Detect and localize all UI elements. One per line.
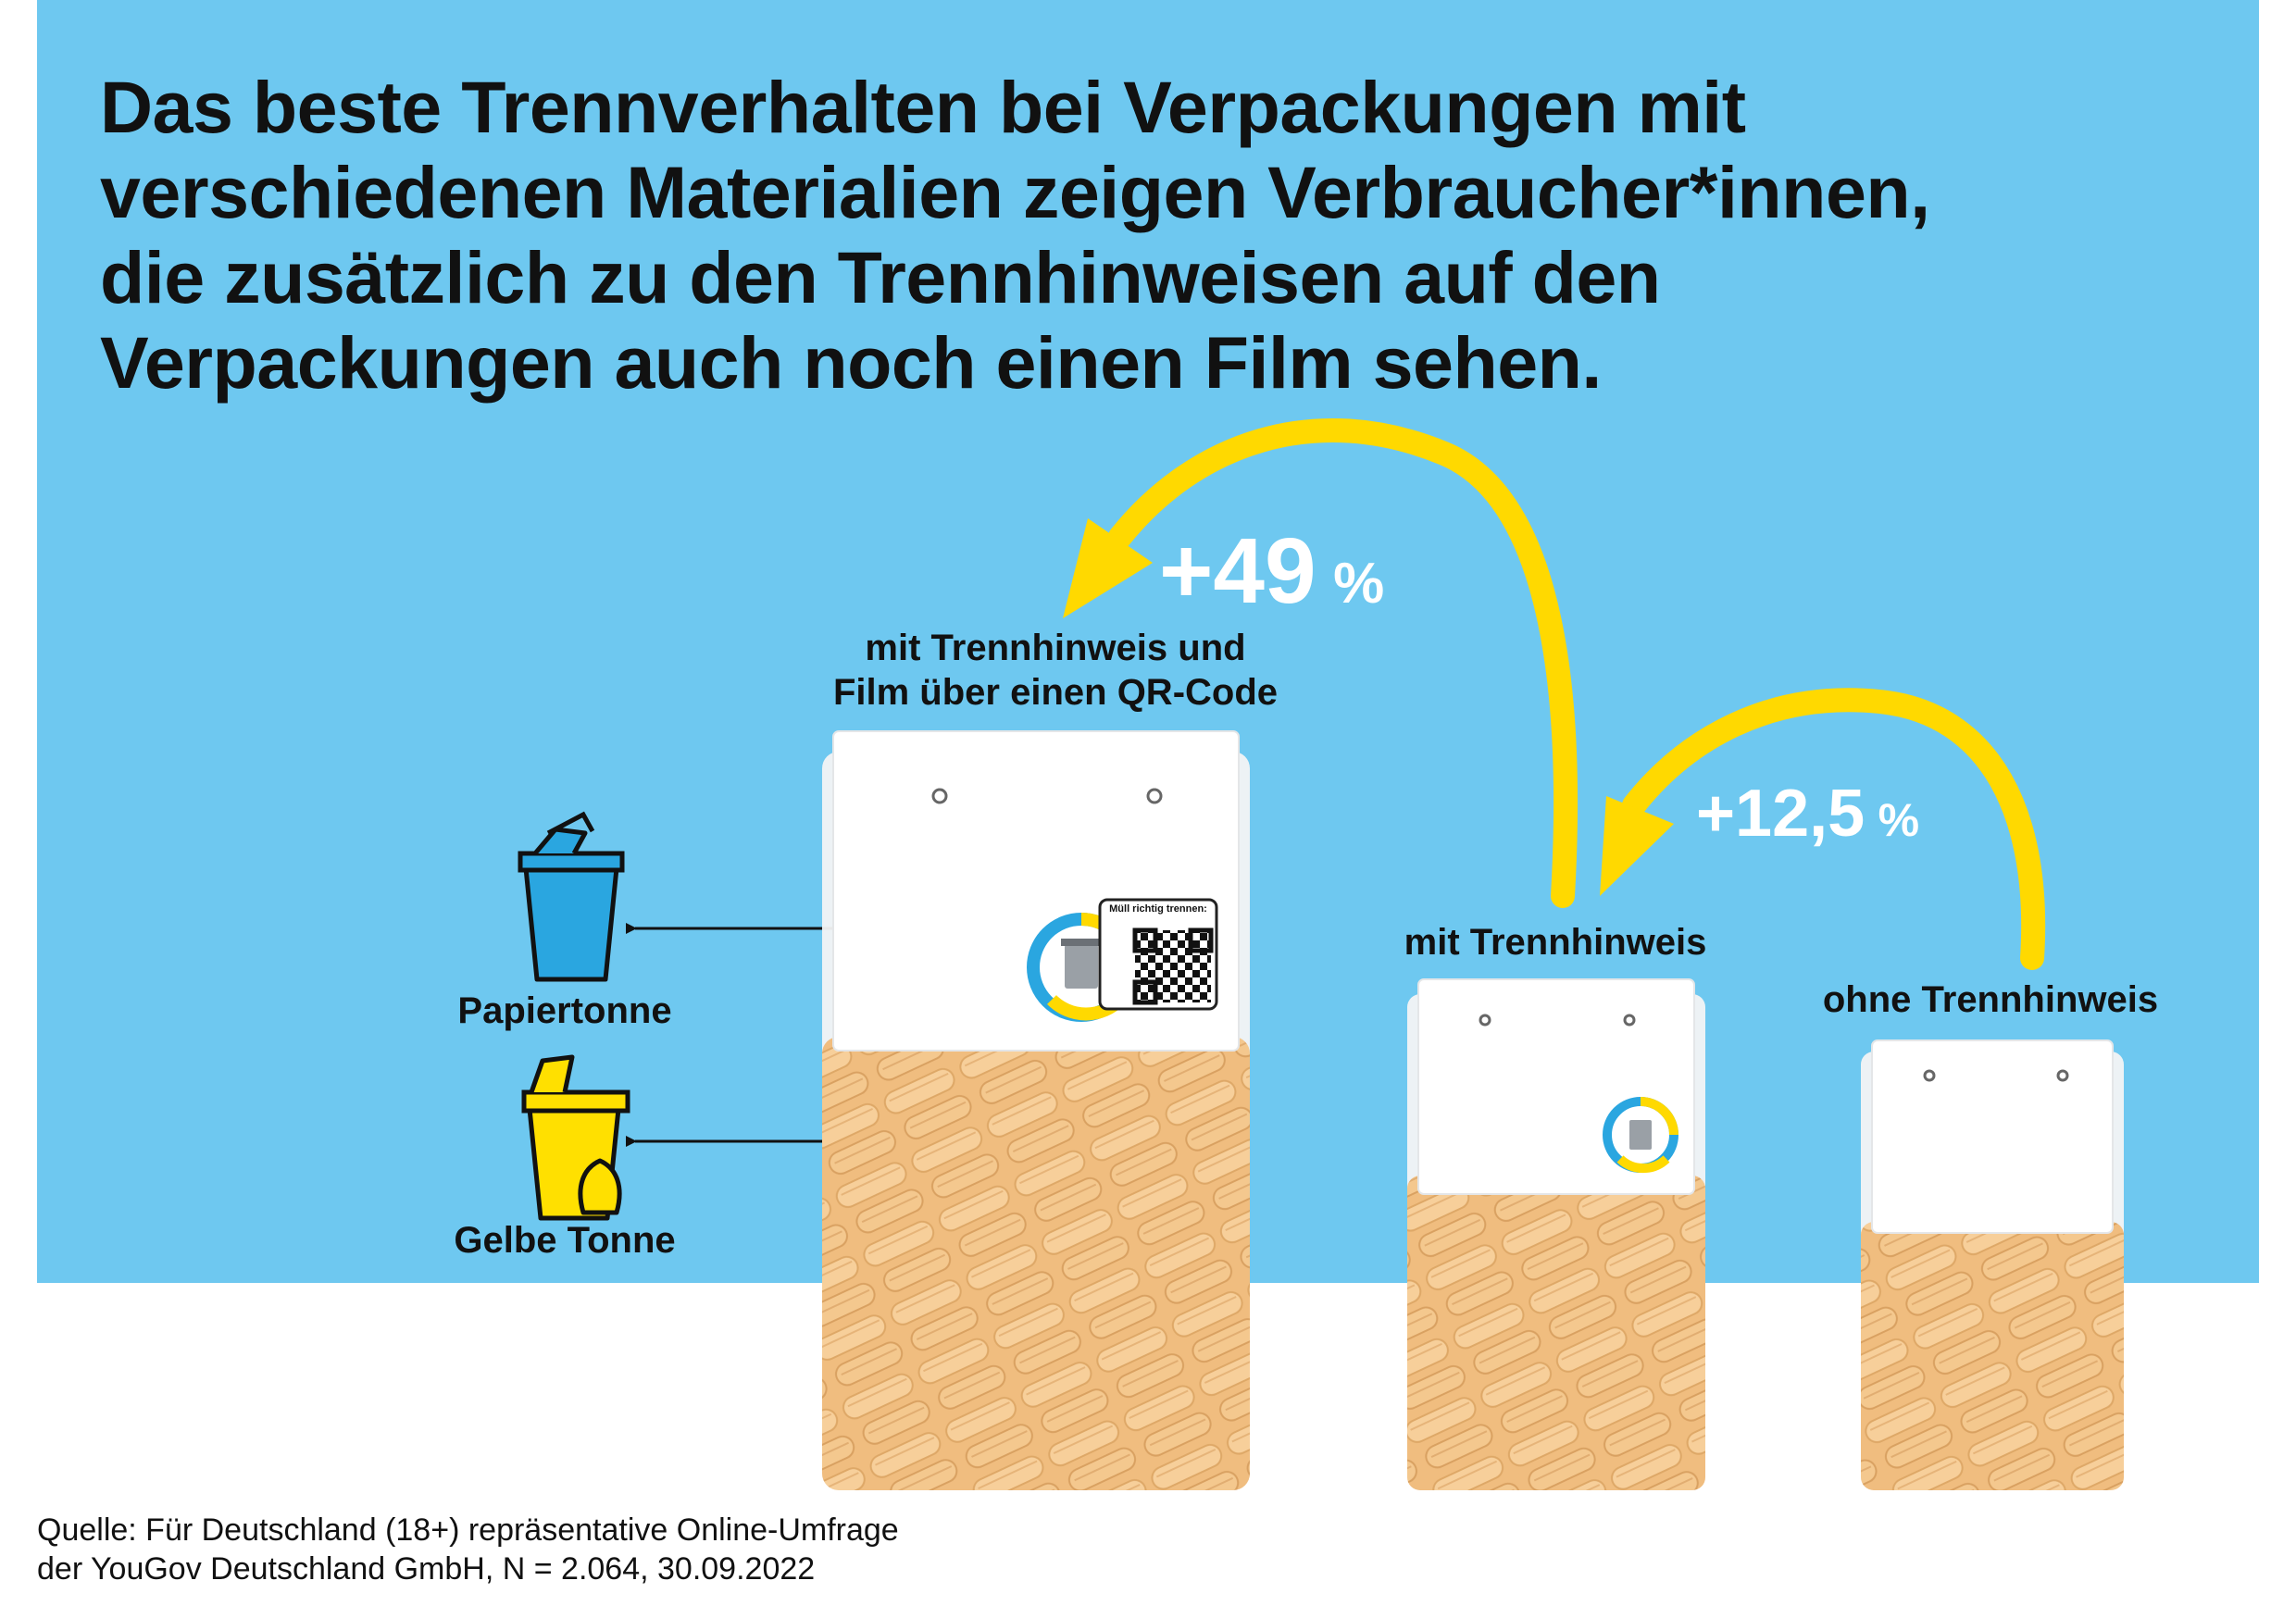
arrow-49-percent bbox=[1063, 417, 1578, 908]
increase-49: +49 % bbox=[1159, 518, 1384, 625]
source-note: Quelle: Für Deutschland (18+) repräsenta… bbox=[37, 1511, 899, 1588]
small-package-label bbox=[1871, 1039, 2114, 1234]
arrow-12-head bbox=[1600, 796, 1674, 896]
yellow-bin-icon bbox=[521, 1054, 630, 1221]
large-pasta-package bbox=[822, 730, 1250, 1490]
qr-caption: Müll richtig trennen: bbox=[1109, 903, 1207, 915]
source-line-2: der YouGov Deutschland GmbH, N = 2.064, … bbox=[37, 1551, 816, 1587]
large-package-caption-line-1: mit Trennhinweis und bbox=[865, 628, 1246, 668]
arrow-12-percent bbox=[1600, 688, 2046, 970]
large-package-caption-line-2: Film über einen QR-Code bbox=[832, 672, 1279, 713]
source-line-1: Quelle: Für Deutschland (18+) repräsenta… bbox=[37, 1512, 899, 1548]
paper-bin-icon bbox=[518, 811, 625, 982]
medium-package-caption: mit Trennhinweis bbox=[1404, 922, 1707, 963]
headline-line-3: die zusätzlich zu den Trennhinweisen auf… bbox=[100, 236, 1661, 318]
headline-line-1: Das beste Trennverhalten bei Verpackunge… bbox=[100, 66, 1746, 148]
increase-49-unit: % bbox=[1333, 552, 1385, 616]
increase-12-5: +12,5 % bbox=[1696, 776, 1919, 852]
arrow-49-head bbox=[1063, 518, 1153, 618]
medium-pasta-package bbox=[1407, 978, 1705, 1490]
increase-12-5-value: +12,5 bbox=[1696, 777, 1866, 851]
headline: Das beste Trennverhalten bei Verpackunge… bbox=[100, 65, 2229, 405]
yellow-bag-icon bbox=[578, 1158, 622, 1215]
small-pasta-package bbox=[1861, 1039, 2124, 1490]
increase-49-value: +49 bbox=[1159, 519, 1316, 623]
headline-line-2: verschiedenen Materialien zeigen Verbrau… bbox=[100, 151, 1930, 233]
large-package-caption: mit Trennhinweis und Film über einen QR-… bbox=[759, 626, 1352, 715]
recycling-seal-icon bbox=[1603, 1097, 1678, 1174]
qr-code-icon bbox=[1135, 930, 1211, 1002]
small-package-caption: ohne Trennhinweis bbox=[1822, 979, 2159, 1020]
paper-bin-label: Papiertonne bbox=[457, 990, 672, 1031]
yellow-bin-label: Gelbe Tonne bbox=[454, 1220, 676, 1261]
headline-line-4: Verpackungen auch noch einen Film sehen. bbox=[100, 321, 1602, 404]
increase-12-5-unit: % bbox=[1878, 794, 1920, 846]
